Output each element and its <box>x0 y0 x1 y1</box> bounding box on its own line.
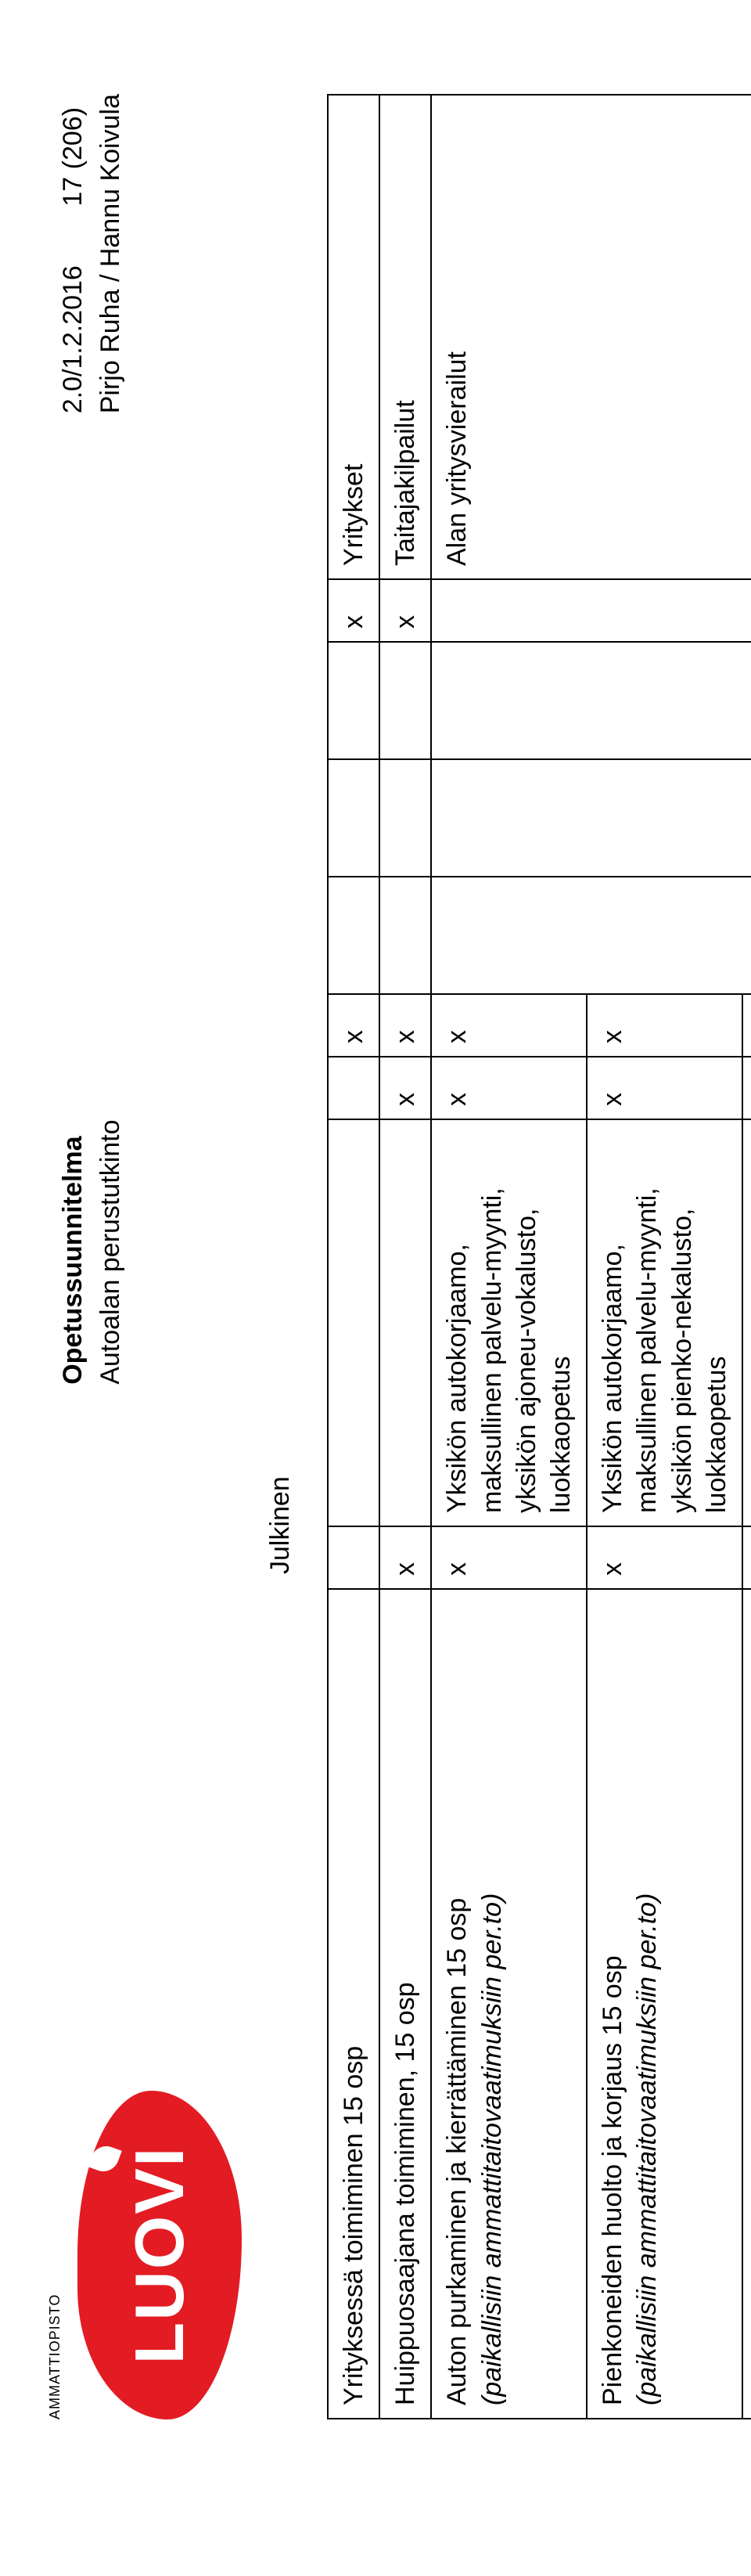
doc-authors: Pirjo Ruha / Hannu Koivula <box>92 94 130 413</box>
cell <box>328 1526 379 1589</box>
table-row: Huippuosaajana toimiminen, 15 osp x x x … <box>379 95 431 2419</box>
cell <box>431 877 587 994</box>
doc-title: Opetussuunnitelma <box>55 1119 92 1384</box>
cell: x <box>328 994 379 1057</box>
cell <box>742 95 751 579</box>
cell: x <box>379 579 431 642</box>
cell: x <box>742 1057 751 1119</box>
row-note: Taitajakilpailut <box>379 95 431 579</box>
cell <box>379 642 431 759</box>
doc-version-date: 2.0/1.2.2016 <box>58 265 88 413</box>
row-desc: Yksikön autokorjaamo, maksullinen palvel… <box>587 1119 742 1526</box>
cell: x <box>328 579 379 642</box>
logo-leaf-icon <box>88 2142 122 2176</box>
cell: x <box>431 994 587 1057</box>
cell <box>587 759 742 877</box>
doc-page-of: 17 (206) <box>58 107 88 207</box>
cell <box>587 642 742 759</box>
cell <box>379 877 431 994</box>
table-row: Pienkoneiden huolto ja korjaus 15 osp (p… <box>587 95 742 2419</box>
cell: x <box>742 994 751 1057</box>
row-name: Tutkinnon osa vapaasti valittavista tutk… <box>742 1589 751 2419</box>
row-name-em: (paikallisiin ammattitaitovaatimuksiin p… <box>632 1893 662 2405</box>
cell <box>431 642 587 759</box>
cell <box>431 579 587 642</box>
table-row: Tutkinnon osa vapaasti valittavista tutk… <box>742 95 751 2419</box>
cell: x <box>587 1526 742 1589</box>
table-row: Yrityksessä toimiminen 15 osp x x Yrityk… <box>328 95 379 2419</box>
logo-text: LUOVI <box>120 2146 199 2365</box>
cell: x <box>587 1057 742 1119</box>
row-name: Yrityksessä toimiminen 15 osp <box>328 1589 379 2419</box>
cell <box>742 1119 751 1526</box>
cell <box>587 579 742 642</box>
cell <box>587 877 742 994</box>
cell <box>379 759 431 877</box>
table-row: Auton purkaminen ja kierrättäminen 15 os… <box>431 95 587 2419</box>
cell <box>742 759 751 877</box>
cell <box>328 877 379 994</box>
cell <box>742 642 751 759</box>
row-name: Huippuosaajana toimiminen, 15 osp <box>379 1589 431 2419</box>
doc-title-block: Opetussuunnitelma Autoalan perustutkinto <box>47 1119 129 1384</box>
cell <box>328 1119 379 1526</box>
page-header: AMMATTIOPISTO LUOVI Opetussuunnitelma Au… <box>47 94 242 2419</box>
logo: LUOVI <box>77 2091 242 2419</box>
row-name: Auton purkaminen ja kierrättäminen 15 os… <box>431 1589 587 2419</box>
cell <box>742 579 751 642</box>
cell: x <box>379 994 431 1057</box>
cell: x <box>379 1057 431 1119</box>
row-name-em: (paikallisiin ammattitaitovaatimuksiin p… <box>477 1893 507 2405</box>
cell: x <box>431 1526 587 1589</box>
row-note: Yritykset <box>328 95 379 579</box>
cell: x <box>587 994 742 1057</box>
cell <box>431 759 587 877</box>
curriculum-table: Yrityksessä toimiminen 15 osp x x Yrityk… <box>327 94 751 2419</box>
cell <box>742 877 751 994</box>
row-name: Pienkoneiden huolto ja korjaus 15 osp (p… <box>587 1589 742 2419</box>
org-name: AMMATTIOPISTO <box>47 2091 63 2419</box>
row-note: Alan yritysvierailut <box>431 95 587 579</box>
row-name-text: Pienkoneiden huolto ja korjaus 15 osp <box>598 1955 627 2405</box>
row-desc: Yksikön autokorjaamo, maksullinen palvel… <box>431 1119 587 1526</box>
cell <box>328 759 379 877</box>
doc-subtitle: Autoalan perustutkinto <box>92 1119 130 1384</box>
cell: x <box>431 1057 587 1119</box>
cell <box>328 1057 379 1119</box>
cell <box>379 1119 431 1526</box>
cell <box>587 95 742 579</box>
row-name-text: Auton purkaminen ja kierrättäminen 15 os… <box>442 1898 472 2405</box>
visibility-label: Julkinen <box>265 94 296 1574</box>
doc-meta: 2.0/1.2.2016 17 (206) Pirjo Ruha / Hannu… <box>47 94 129 413</box>
cell: x <box>379 1526 431 1589</box>
cell <box>328 642 379 759</box>
cell: x <box>742 1526 751 1589</box>
